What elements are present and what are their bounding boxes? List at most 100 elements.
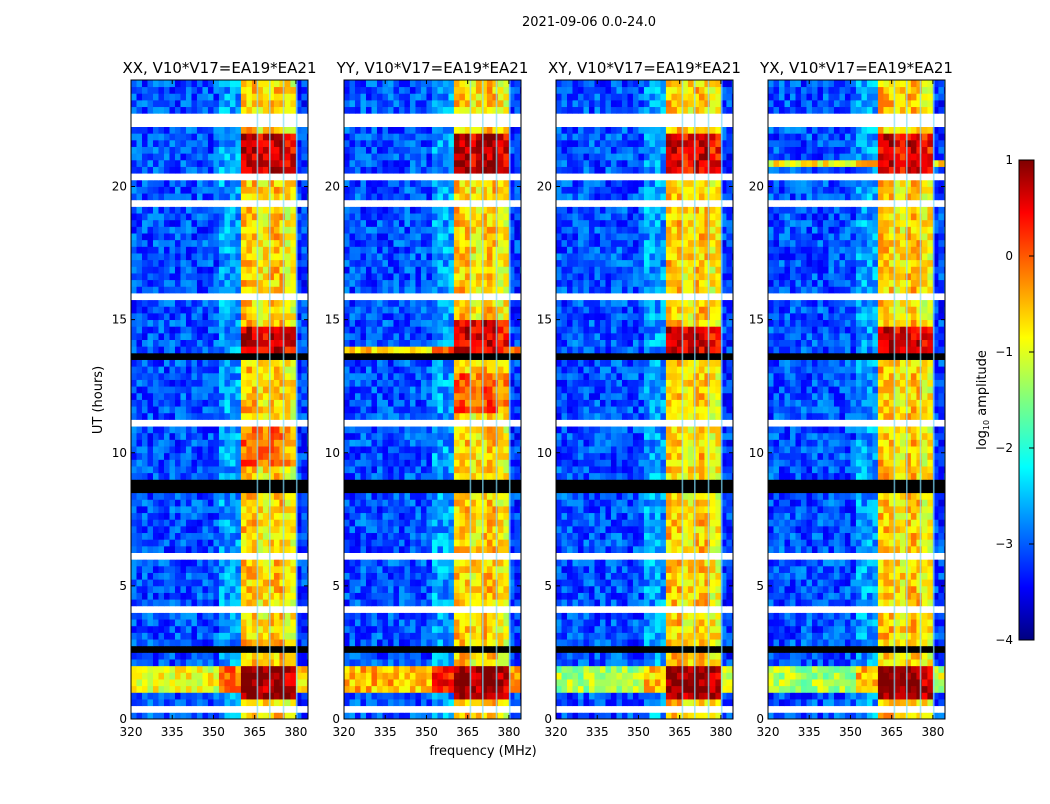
heatmap-cell bbox=[301, 320, 307, 327]
heatmap-cell bbox=[180, 646, 186, 653]
heatmap-cell bbox=[137, 519, 143, 526]
heatmap-cell bbox=[235, 346, 241, 353]
heatmap-cell bbox=[147, 107, 153, 114]
heatmap-cell bbox=[202, 133, 208, 140]
heatmap-cell bbox=[158, 546, 164, 553]
heatmap-cell bbox=[142, 240, 148, 247]
heatmap-cell bbox=[169, 473, 175, 480]
heatmap-cell bbox=[285, 233, 291, 240]
heatmap-cell bbox=[371, 632, 377, 639]
heatmap-cell bbox=[208, 107, 214, 114]
heatmap-cell bbox=[454, 433, 460, 440]
heatmap-cell bbox=[366, 393, 372, 400]
heatmap-cell bbox=[208, 87, 214, 94]
heatmap-cell bbox=[230, 546, 236, 553]
heatmap-cell bbox=[459, 566, 465, 573]
heatmap-cell bbox=[350, 393, 356, 400]
heatmap-cell bbox=[213, 666, 219, 673]
heatmap-cell bbox=[350, 506, 356, 513]
heatmap-cell bbox=[399, 360, 405, 367]
heatmap-cell bbox=[137, 632, 143, 639]
heatmap-cell bbox=[426, 380, 432, 387]
heatmap-cell bbox=[492, 393, 498, 400]
heatmap-cell bbox=[169, 340, 175, 347]
heatmap-cell bbox=[202, 346, 208, 353]
heatmap-cell bbox=[366, 672, 372, 679]
heatmap-cell bbox=[230, 466, 236, 473]
heatmap-cell bbox=[191, 80, 197, 87]
heatmap-cell bbox=[410, 493, 416, 500]
heatmap-cell bbox=[503, 539, 509, 546]
heatmap-cell bbox=[290, 493, 296, 500]
heatmap-cell bbox=[208, 553, 214, 560]
heatmap-cell bbox=[208, 459, 214, 466]
heatmap-cell bbox=[498, 419, 504, 426]
heatmap-cell bbox=[208, 519, 214, 526]
heatmap-cell bbox=[213, 240, 219, 247]
heatmap-cell bbox=[147, 586, 153, 593]
heatmap-cell bbox=[235, 127, 241, 134]
heatmap-cell bbox=[492, 579, 498, 586]
heatmap-cell bbox=[241, 706, 247, 713]
heatmap-cell bbox=[241, 333, 247, 340]
heatmap-cell bbox=[208, 193, 214, 200]
heatmap-cell bbox=[230, 486, 236, 493]
heatmap-cell bbox=[147, 453, 153, 460]
heatmap-cell bbox=[197, 699, 203, 706]
heatmap-cell bbox=[285, 340, 291, 347]
heatmap-cell bbox=[142, 546, 148, 553]
heatmap-cell bbox=[137, 446, 143, 453]
heatmap-cell bbox=[382, 479, 388, 486]
heatmap-cell bbox=[274, 439, 280, 446]
heatmap-cell bbox=[175, 133, 181, 140]
heatmap-cell bbox=[175, 360, 181, 367]
heatmap-cell bbox=[388, 446, 394, 453]
heatmap-cell bbox=[492, 526, 498, 533]
heatmap-cell bbox=[410, 533, 416, 540]
heatmap-cell bbox=[246, 346, 252, 353]
heatmap-cell bbox=[274, 526, 280, 533]
heatmap-cell bbox=[344, 506, 350, 513]
heatmap-cell bbox=[279, 353, 285, 360]
heatmap-cell bbox=[257, 313, 263, 320]
heatmap-cell bbox=[443, 466, 449, 473]
heatmap-cell bbox=[437, 373, 443, 380]
heatmap-cell bbox=[158, 419, 164, 426]
heatmap-cell bbox=[191, 140, 197, 147]
heatmap-cell bbox=[301, 80, 307, 87]
heatmap-cell bbox=[263, 366, 269, 373]
heatmap-cell bbox=[360, 459, 366, 466]
heatmap-cell bbox=[285, 712, 291, 719]
heatmap-cell bbox=[487, 406, 493, 413]
heatmap-cell bbox=[131, 87, 137, 94]
heatmap-cell bbox=[213, 692, 219, 699]
heatmap-cell bbox=[454, 553, 460, 560]
heatmap-cell bbox=[191, 553, 197, 560]
heatmap-cell bbox=[142, 87, 148, 94]
heatmap-cell bbox=[164, 493, 170, 500]
heatmap-cell bbox=[257, 632, 263, 639]
heatmap-cell bbox=[219, 200, 225, 207]
heatmap-cell bbox=[470, 686, 476, 693]
heatmap-cell bbox=[290, 632, 296, 639]
heatmap-cell bbox=[366, 353, 372, 360]
heatmap-cell bbox=[514, 632, 520, 639]
heatmap-cell bbox=[274, 606, 280, 613]
heatmap-cell bbox=[180, 306, 186, 313]
heatmap-cell bbox=[164, 113, 170, 120]
heatmap-cell bbox=[487, 639, 493, 646]
heatmap-cell bbox=[366, 632, 372, 639]
heatmap-cell bbox=[426, 519, 432, 526]
heatmap-cell bbox=[180, 173, 186, 180]
heatmap-cell bbox=[197, 433, 203, 440]
heatmap-cell bbox=[208, 293, 214, 300]
heatmap-cell bbox=[241, 646, 247, 653]
heatmap-cell bbox=[498, 433, 504, 440]
heatmap-cell bbox=[180, 386, 186, 393]
heatmap-cell bbox=[241, 426, 247, 433]
heatmap-cell bbox=[443, 613, 449, 620]
heatmap-cell bbox=[377, 366, 383, 373]
heatmap-cell bbox=[246, 386, 252, 393]
heatmap-cell bbox=[158, 260, 164, 267]
heatmap-cell bbox=[443, 453, 449, 460]
